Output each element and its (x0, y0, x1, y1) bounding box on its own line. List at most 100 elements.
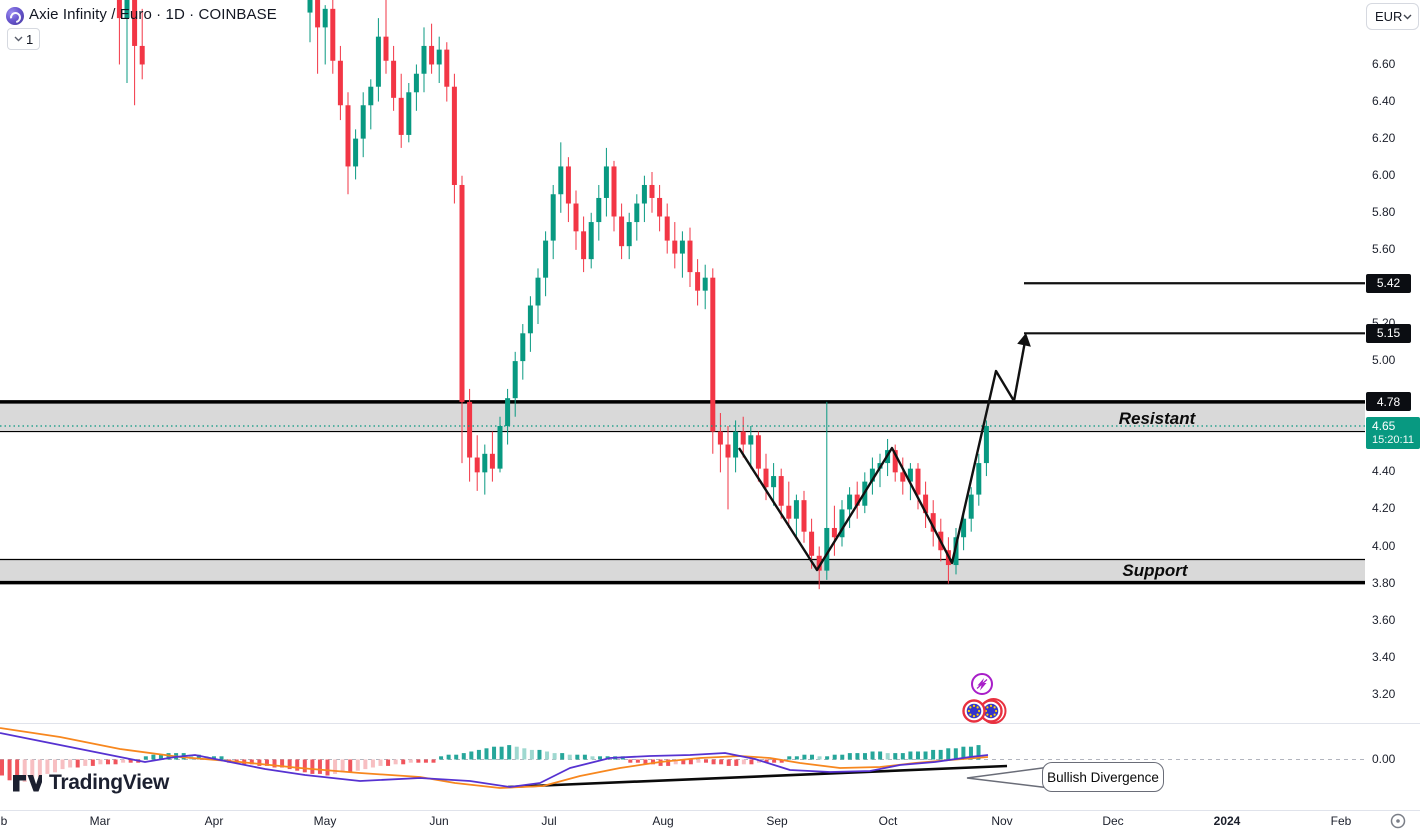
candle-body (725, 444, 731, 458)
trend-zigzag-drawing[interactable] (737, 333, 1031, 572)
macd-histogram-bar (83, 759, 88, 766)
candle-body (337, 60, 343, 106)
macd-histogram-bar (219, 756, 224, 760)
macd-histogram-bar (143, 756, 148, 760)
candle-body (900, 472, 906, 482)
macd-histogram-bar (469, 751, 474, 760)
macd-histogram-bar (370, 759, 375, 768)
candle-body (611, 166, 617, 217)
macd-histogram-bar (711, 759, 716, 765)
candle-body (824, 527, 830, 571)
candle-body (717, 431, 723, 445)
candle-body (679, 240, 685, 254)
chevron-down-icon (1403, 14, 1412, 19)
currency-select[interactable]: EUR (1366, 3, 1419, 30)
go-to-date-icon-dot (1396, 819, 1400, 823)
chevron-down-icon (14, 36, 23, 42)
macd-histogram-bar (772, 759, 777, 763)
macd-histogram-bar (348, 759, 353, 773)
candle-body (748, 435, 754, 445)
macd-histogram-bar (158, 754, 163, 760)
candle-body (505, 398, 511, 426)
macd-histogram-bar (522, 748, 527, 760)
macd-histogram-bar (423, 759, 428, 763)
macd-indicator-pane (0, 727, 1368, 789)
macd-histogram-bar (333, 759, 338, 774)
candle-body (383, 36, 389, 61)
candle-body (512, 361, 518, 399)
candle-body (923, 494, 929, 514)
macd-histogram-bar (264, 759, 269, 766)
macd-histogram-bar (121, 759, 126, 763)
time-axis-icon[interactable] (1390, 813, 1406, 829)
candle-body (619, 216, 625, 247)
macd-histogram-bar (52, 759, 57, 773)
candle-body (892, 450, 898, 473)
candle-body (968, 494, 974, 519)
macd-histogram-bar (461, 753, 466, 760)
candle-body (869, 468, 875, 482)
support-resistance-zones[interactable] (0, 400, 1365, 585)
candle-body (907, 468, 913, 482)
candle-body (459, 184, 465, 402)
macd-histogram-bar (30, 759, 35, 779)
bullish-divergence-callout[interactable]: Bullish Divergence (1042, 762, 1164, 792)
candle-body (489, 453, 495, 469)
zigzag-polyline (737, 369, 1016, 572)
candle-body (467, 401, 473, 458)
candle-body (116, 0, 122, 19)
candle-body (961, 518, 967, 538)
candle-body (436, 49, 442, 65)
eu-coin-star-dot (986, 706, 989, 709)
candle-body (626, 222, 632, 247)
macd-line (0, 732, 989, 788)
macd-histogram-bar (946, 748, 951, 760)
macd-histogram-bar (272, 759, 277, 768)
macd-histogram-bar (590, 756, 595, 760)
tradingview-logo[interactable]: TradingView (12, 771, 169, 795)
macd-histogram-bar (628, 759, 633, 763)
macd-histogram-bar (582, 754, 587, 760)
candle-body (983, 426, 989, 464)
indicator-collapse-button[interactable]: 1 (7, 28, 41, 50)
macd-histogram-bar (378, 759, 383, 766)
macd-histogram-bar (355, 759, 360, 771)
candle-body (778, 476, 784, 506)
candle-body (847, 494, 853, 510)
macd-histogram-bar (688, 759, 693, 765)
macd-histogram-bar (90, 759, 95, 766)
eu-coin-star-dot (978, 709, 981, 713)
macd-histogram-bar (931, 749, 936, 760)
arrow-shaft (1012, 335, 1028, 402)
candle-body (368, 86, 374, 106)
candle-body (854, 494, 860, 506)
candle-body (527, 305, 533, 334)
candle-body (413, 73, 419, 93)
macd-histogram-bar (7, 759, 12, 781)
macd-histogram-bar (257, 759, 262, 766)
candle-body (649, 184, 655, 198)
candle-body (755, 435, 761, 469)
macd-histogram-bar (22, 759, 27, 782)
candle-body (733, 431, 739, 458)
candle-body (976, 463, 982, 495)
macd-histogram-bar (302, 759, 307, 773)
target-price-lines[interactable] (1024, 282, 1365, 335)
flash-slash (976, 679, 988, 689)
macd-histogram-bar (953, 748, 958, 760)
eu-coin-star-dot (986, 713, 989, 716)
macd-histogram-bar (499, 746, 504, 760)
eu-coin-star-dot (993, 713, 996, 716)
macd-histogram-bar (598, 756, 603, 760)
macd-histogram-bar (60, 759, 65, 770)
macd-histogram-bar (794, 756, 799, 760)
candle-body (603, 166, 609, 198)
macd-histogram-bar (484, 748, 489, 760)
candle-body (497, 426, 503, 469)
macd-histogram-bar (98, 759, 103, 765)
candle-body (801, 500, 807, 532)
macd-histogram-bar (878, 751, 883, 760)
candle-body (634, 203, 640, 223)
